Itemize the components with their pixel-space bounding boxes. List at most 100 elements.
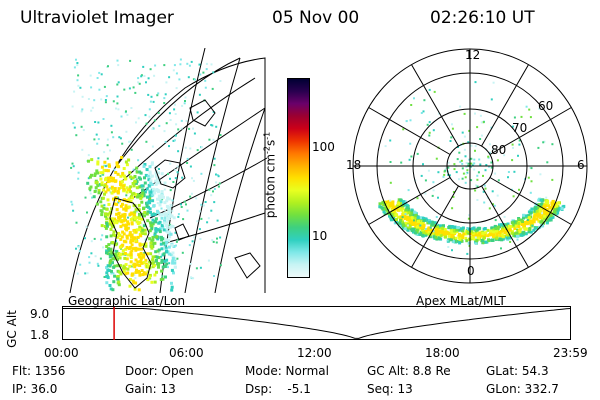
aurora-pixel [390, 203, 393, 207]
aurora-pixel [415, 230, 419, 234]
noise-pixel [137, 117, 140, 120]
aurora-pixel [506, 222, 510, 226]
aurora-noise-pixel [432, 230, 435, 233]
aurora-pixel [148, 171, 152, 175]
aurora-pixel [146, 278, 150, 282]
aurora-noise-pixel [468, 129, 471, 132]
aurora-pixel [128, 213, 132, 217]
aurora-pixel [160, 194, 163, 198]
aurora-pixel [544, 219, 548, 223]
aurora-pixel [150, 162, 154, 166]
aurora-pixel [482, 236, 486, 240]
noise-pixel [91, 106, 94, 109]
aurora-pixel [165, 226, 169, 229]
aurora-noise-pixel [429, 226, 432, 229]
aurora-pixel [160, 224, 164, 227]
noise-pixel [190, 60, 193, 63]
aurora-pixel [170, 288, 174, 292]
aurora-pixel [550, 201, 554, 205]
aurora-pixel [133, 262, 137, 266]
noise-pixel [71, 162, 74, 165]
aurora-pixel [146, 219, 150, 223]
aurora-pixel [120, 180, 124, 184]
noise-pixel [120, 115, 123, 118]
aurora-pixel [404, 221, 408, 225]
aurora-pixel [151, 187, 155, 191]
aurora-pixel [134, 193, 137, 197]
aurora-pixel [104, 190, 108, 194]
noise-pixel [174, 244, 177, 247]
noise-pixel [196, 111, 199, 114]
mlt-label-12: 12 [465, 48, 481, 62]
aurora-pixel [154, 171, 158, 175]
aurora-noise-pixel [513, 232, 516, 235]
aurora-pixel [437, 230, 441, 233]
noise-pixel [199, 266, 202, 269]
aurora-noise-pixel [551, 143, 554, 146]
noise-pixel [191, 177, 193, 180]
aurora-noise-pixel [541, 212, 544, 215]
noise-pixel [163, 130, 166, 133]
aurora-noise-pixel [474, 149, 476, 152]
aurora-pixel [481, 232, 485, 235]
aurora-pixel [138, 228, 141, 232]
aurora-noise-pixel [529, 166, 532, 169]
aurora-noise-pixel [530, 180, 533, 183]
aurora-noise-pixel [467, 162, 470, 165]
aurora-pixel [140, 184, 144, 188]
aurora-pixel [424, 231, 428, 235]
polar-plot [352, 48, 588, 284]
aurora-noise-pixel [470, 157, 473, 160]
aurora-pixel [422, 216, 425, 220]
geo-panel-label: Geographic Lat/Lon [68, 294, 186, 308]
noise-pixel [144, 114, 147, 117]
noise-pixel [176, 165, 179, 168]
aurora-pixel [139, 229, 143, 233]
aurora-pixel [454, 236, 458, 240]
aurora-noise-pixel [492, 203, 494, 206]
aurora-pixel [163, 201, 167, 205]
noise-pixel [104, 99, 107, 101]
noise-pixel [161, 275, 164, 278]
aurora-pixel [121, 223, 125, 227]
aurora-noise-pixel [449, 140, 452, 142]
aurora-pixel [126, 188, 130, 192]
aurora-pixel [135, 186, 139, 190]
aurora-pixel [382, 210, 386, 214]
geo-coastlines [109, 99, 261, 289]
noise-pixel [213, 201, 216, 204]
noise-pixel [207, 217, 210, 220]
aurora-pixel [518, 229, 522, 233]
aurora-pixel [92, 195, 96, 199]
aurora-pixel [546, 201, 550, 205]
aurora-pixel [409, 227, 413, 231]
aurora-noise-pixel [511, 159, 514, 162]
aurora-pixel [416, 215, 420, 219]
aurora-pixel [106, 252, 110, 256]
aurora-noise-pixel [467, 232, 470, 235]
aurora-pixel [111, 219, 115, 222]
noise-pixel [140, 75, 143, 78]
noise-pixel [129, 140, 132, 143]
aurora-pixel [395, 218, 398, 221]
noise-pixel [200, 172, 203, 175]
noise-pixel [132, 86, 135, 89]
aurora-pixel [493, 225, 497, 229]
aurora-pixel [434, 228, 438, 231]
aurora-pixel [154, 228, 158, 232]
aurora-pixel [111, 261, 114, 265]
aurora-pixel [157, 221, 161, 225]
aurora-pixel [390, 202, 394, 206]
aurora-pixel [165, 241, 169, 244]
aurora-pixel [433, 221, 437, 225]
aurora-pixel [388, 214, 391, 218]
noise-pixel [145, 81, 147, 84]
noise-pixel [103, 164, 106, 167]
aurora-noise-pixel [518, 143, 521, 146]
aurora-pixel [89, 185, 93, 189]
aurora-pixel [163, 211, 167, 215]
aurora-pixel [399, 218, 402, 222]
aurora-pixel [496, 225, 500, 229]
aurora-noise-pixel [479, 114, 482, 117]
noise-pixel [73, 66, 76, 69]
